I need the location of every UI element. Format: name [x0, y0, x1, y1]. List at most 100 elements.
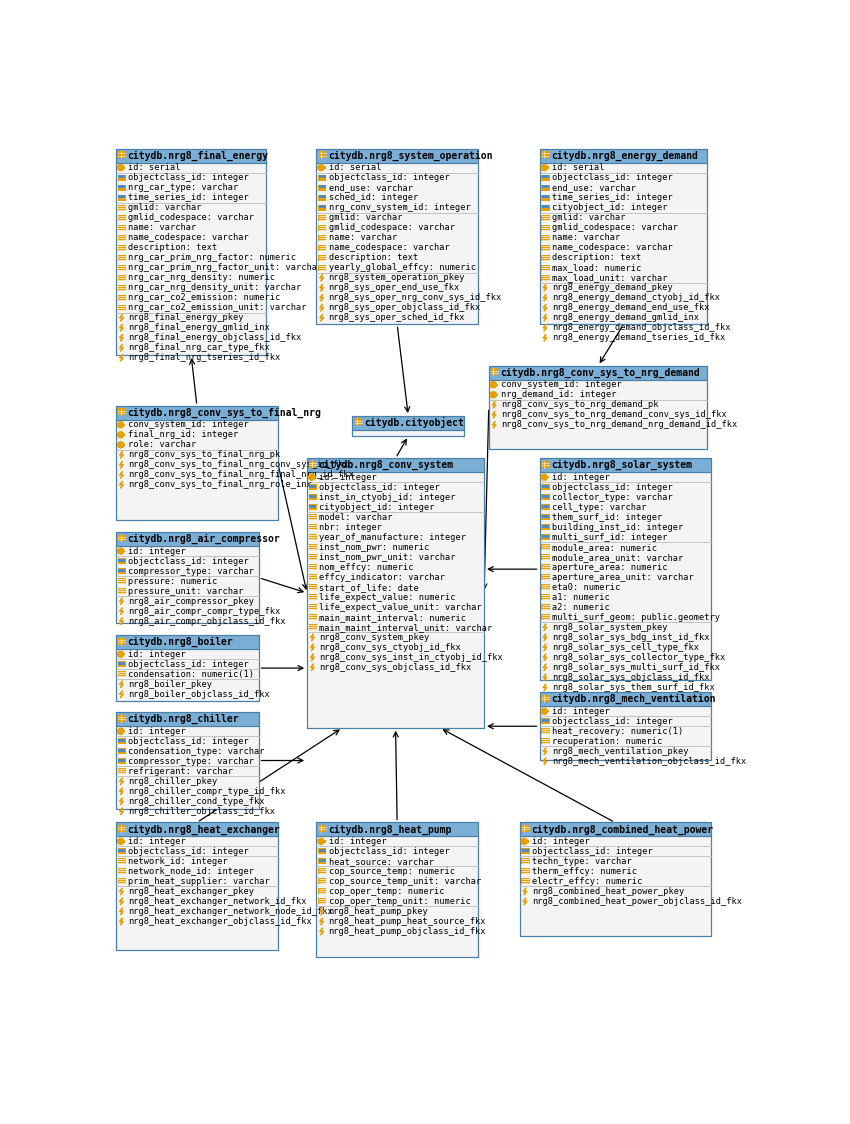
Bar: [117, 768, 126, 774]
Bar: [318, 859, 326, 864]
Bar: [309, 504, 317, 510]
Text: cop_source_temp_unit: varchar: cop_source_temp_unit: varchar: [329, 877, 481, 886]
Bar: [116, 635, 258, 701]
Text: pressure_unit: varchar: pressure_unit: varchar: [128, 587, 244, 596]
Text: nrg8_boiler_objclass_id_fkx: nrg8_boiler_objclass_id_fkx: [128, 690, 270, 699]
Bar: [117, 235, 126, 241]
Text: max_load_unit: varchar: max_load_unit: varchar: [552, 273, 667, 282]
Bar: [542, 515, 549, 518]
Bar: [542, 695, 549, 701]
Bar: [541, 194, 550, 201]
Text: id: integer: id: integer: [552, 707, 609, 716]
Circle shape: [117, 442, 124, 447]
Text: name: varchar: name: varchar: [552, 233, 620, 242]
Text: objectclass_id: integer: objectclass_id: integer: [128, 660, 249, 669]
Text: nrg8_sys_oper_sched_id_fkx: nrg8_sys_oper_sched_id_fkx: [329, 314, 465, 323]
Text: id: serial: id: serial: [552, 163, 604, 172]
Text: citydb.nrg8_conv_system: citydb.nrg8_conv_system: [319, 460, 454, 470]
Circle shape: [318, 839, 324, 844]
Text: nrg8_final_energy_gmlid_inx: nrg8_final_energy_gmlid_inx: [128, 324, 270, 333]
Bar: [309, 484, 317, 490]
Text: nrg8_final_energy_pkey: nrg8_final_energy_pkey: [128, 314, 244, 323]
Circle shape: [521, 839, 527, 844]
Text: nrg8_conv_sys_to_nrg_demand_conv_sys_id_fkx: nrg8_conv_sys_to_nrg_demand_conv_sys_id_…: [501, 410, 727, 419]
Circle shape: [117, 651, 124, 658]
Text: objectclass_id: integer: objectclass_id: integer: [532, 846, 653, 855]
Text: gmlid: varchar: gmlid: varchar: [552, 214, 626, 223]
Bar: [318, 184, 326, 191]
Text: nrg8_heat_pump_heat_source_fkx: nrg8_heat_pump_heat_source_fkx: [329, 917, 486, 926]
Text: nrg8_combined_heat_power_pkey: nrg8_combined_heat_power_pkey: [532, 887, 684, 896]
Bar: [117, 759, 126, 764]
Bar: [318, 205, 326, 210]
Bar: [540, 459, 711, 680]
Text: therm_effcy: numeric: therm_effcy: numeric: [532, 867, 637, 876]
Bar: [116, 406, 278, 520]
Bar: [122, 444, 125, 446]
Text: citydb.nrg8_chiller: citydb.nrg8_chiller: [128, 714, 239, 725]
Text: citydb.nrg8_solar_system: citydb.nrg8_solar_system: [551, 460, 692, 470]
Text: nrg8_conv_sys_to_final_nrg_final_nrg_id_fkx: nrg8_conv_sys_to_final_nrg_final_nrg_id_…: [128, 470, 354, 479]
Text: aperture_area: numeric: aperture_area: numeric: [552, 563, 667, 572]
Text: nrg_car_type: varchar: nrg_car_type: varchar: [128, 183, 239, 192]
Bar: [118, 535, 125, 542]
Text: nrg8_air_compr_compr_type_fkx: nrg8_air_compr_compr_type_fkx: [128, 607, 280, 616]
Bar: [541, 534, 550, 541]
Bar: [316, 823, 478, 836]
Bar: [118, 738, 125, 742]
Bar: [319, 196, 326, 199]
Text: nrg8_energy_demand_objclass_id_fkx: nrg8_energy_demand_objclass_id_fkx: [552, 324, 730, 333]
Bar: [541, 225, 550, 230]
Text: module_area: numeric: module_area: numeric: [552, 543, 657, 552]
Text: year_of_manufacture: integer: year_of_manufacture: integer: [320, 533, 467, 542]
Bar: [319, 151, 326, 158]
Circle shape: [318, 164, 324, 171]
Text: pressure: numeric: pressure: numeric: [128, 577, 218, 586]
Bar: [309, 544, 317, 551]
Text: name_codespace: varchar: name_codespace: varchar: [552, 243, 672, 252]
Text: multi_surf_geom: public.geometry: multi_surf_geom: public.geometry: [552, 613, 720, 622]
Bar: [318, 215, 326, 220]
Bar: [319, 206, 326, 208]
Bar: [118, 849, 125, 852]
Text: nrg8_sys_oper_nrg_conv_sys_id_fkx: nrg8_sys_oper_nrg_conv_sys_id_fkx: [329, 293, 501, 302]
Text: gmlid_codespace: varchar: gmlid_codespace: varchar: [128, 214, 254, 223]
Bar: [309, 495, 316, 498]
Text: id: serial: id: serial: [128, 163, 181, 172]
Text: nrg_conv_system_id: integer: nrg_conv_system_id: integer: [329, 203, 470, 212]
Bar: [309, 574, 317, 580]
Bar: [541, 184, 550, 191]
Bar: [489, 366, 707, 450]
Text: nrg8_heat_pump_objclass_id_fkx: nrg8_heat_pump_objclass_id_fkx: [329, 927, 486, 936]
Bar: [541, 595, 550, 600]
Text: building_inst_id: integer: building_inst_id: integer: [552, 523, 683, 532]
Text: gmlid: varchar: gmlid: varchar: [329, 214, 402, 223]
Text: id: integer: id: integer: [128, 727, 186, 736]
Circle shape: [117, 432, 124, 438]
Text: nrg8_heat_exchanger_network_id_fkx: nrg8_heat_exchanger_network_id_fkx: [128, 897, 307, 906]
Text: aperture_area_unit: varchar: aperture_area_unit: varchar: [552, 573, 694, 582]
Bar: [116, 823, 278, 950]
Bar: [118, 151, 125, 158]
Text: nbr: integer: nbr: integer: [320, 523, 382, 532]
Bar: [522, 825, 529, 832]
Bar: [319, 859, 326, 862]
Text: end_use: varchar: end_use: varchar: [329, 183, 412, 192]
Bar: [541, 605, 550, 610]
Bar: [541, 274, 550, 281]
Bar: [316, 148, 478, 325]
Bar: [118, 825, 125, 832]
Text: nrg8_conv_sys_objclass_id_fkx: nrg8_conv_sys_objclass_id_fkx: [320, 663, 472, 672]
Bar: [116, 635, 258, 650]
Bar: [541, 484, 550, 490]
Bar: [489, 380, 707, 450]
Bar: [318, 225, 326, 230]
Text: nrg8_conv_sys_to_final_nrg_role_inx: nrg8_conv_sys_to_final_nrg_role_inx: [128, 480, 312, 489]
Text: nrg8_conv_sys_ctyobj_id_fkx: nrg8_conv_sys_ctyobj_id_fkx: [320, 643, 461, 652]
Text: nrg8_air_compr_objclass_id_fkx: nrg8_air_compr_objclass_id_fkx: [128, 617, 286, 626]
Bar: [117, 568, 126, 574]
Text: citydb.nrg8_heat_exchanger: citydb.nrg8_heat_exchanger: [128, 824, 280, 834]
Bar: [117, 558, 126, 564]
Text: objectclass_id: integer: objectclass_id: integer: [128, 736, 249, 745]
Text: id: serial: id: serial: [329, 163, 381, 172]
